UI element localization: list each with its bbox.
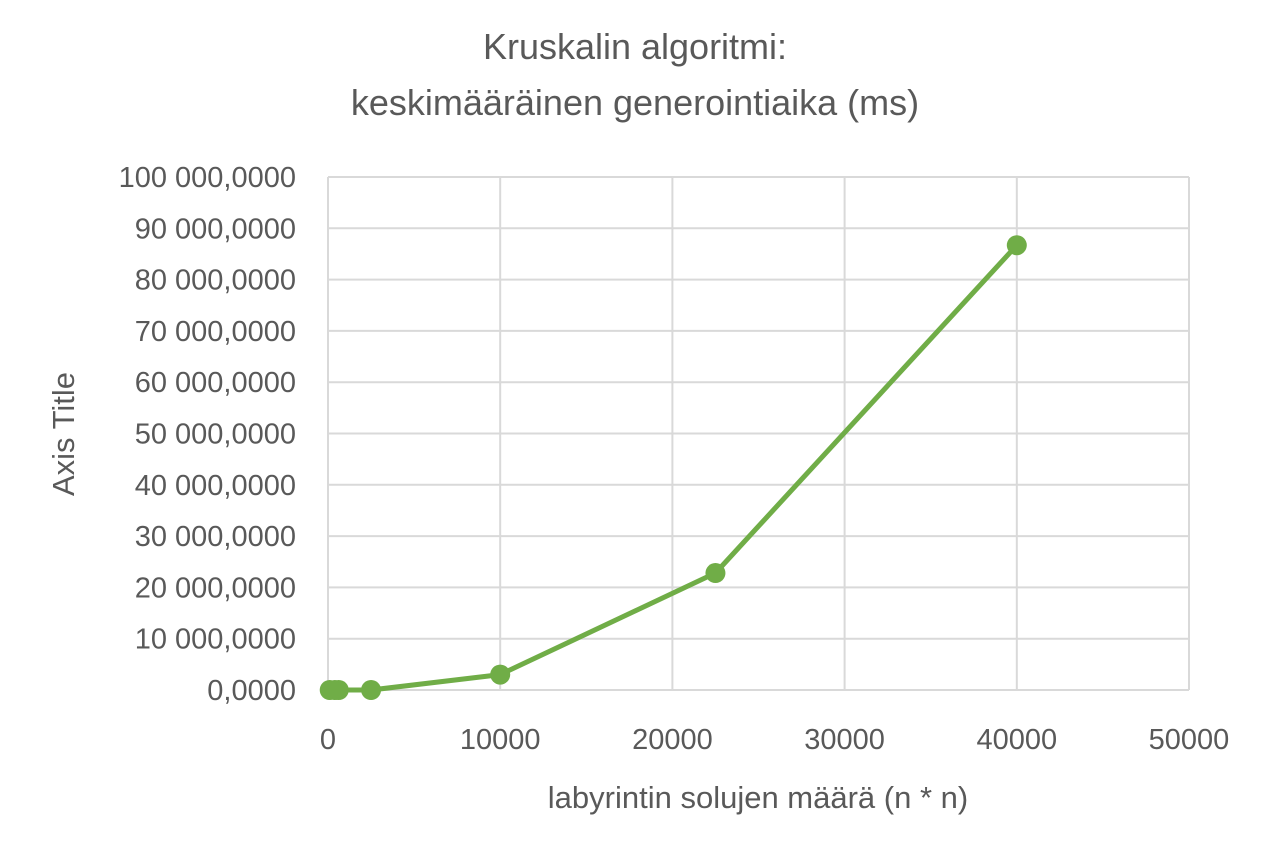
chart-title-line-2: keskimääräinen generointiaika (ms) bbox=[351, 82, 919, 123]
chart-title-line-1: Kruskalin algoritmi: bbox=[483, 26, 787, 67]
x-tick-label-4: 40000 bbox=[976, 724, 1057, 756]
data-point-0-3 bbox=[361, 680, 382, 700]
x-tick-label-2: 20000 bbox=[632, 724, 713, 756]
y-axis-ticks: 0,0000 10 000,0000 20 000,0000 30 000,0000 4… bbox=[119, 162, 296, 707]
y-tick-label-8: 80 000,0000 bbox=[135, 265, 296, 297]
x-tick-label-3: 30000 bbox=[804, 724, 885, 756]
x-axis-ticks: 0 10000 20000 30000 40000 50000 bbox=[320, 724, 1229, 756]
y-tick-label-7: 70 000,0000 bbox=[135, 316, 296, 348]
y-tick-label-2: 20 000,0000 bbox=[135, 572, 296, 604]
x-tick-label-1: 10000 bbox=[460, 724, 541, 756]
grid bbox=[327, 176, 1190, 691]
y-tick-label-9: 90 000,0000 bbox=[135, 213, 296, 245]
series bbox=[319, 235, 1027, 700]
y-tick-label-5: 50 000,0000 bbox=[135, 419, 296, 451]
x-tick-label-5: 50000 bbox=[1149, 724, 1230, 756]
y-tick-label-6: 60 000,0000 bbox=[135, 367, 296, 399]
y-tick-label-4: 40 000,0000 bbox=[135, 470, 296, 502]
y-tick-label-0: 0,0000 bbox=[207, 675, 296, 707]
data-point-0-4 bbox=[490, 664, 511, 685]
y-axis-title: Axis Title bbox=[46, 372, 81, 496]
y-tick-label-3: 30 000,0000 bbox=[135, 521, 296, 553]
data-point-0-5 bbox=[705, 563, 726, 584]
data-point-0-2 bbox=[328, 680, 349, 700]
y-tick-label-10: 100 000,0000 bbox=[119, 162, 296, 194]
x-tick-label-0: 0 bbox=[320, 724, 336, 756]
data-point-0-6 bbox=[1006, 235, 1027, 256]
y-tick-label-1: 10 000,0000 bbox=[135, 624, 296, 656]
x-axis-title: labyrintin solujen määrä (n * n) bbox=[548, 780, 968, 815]
